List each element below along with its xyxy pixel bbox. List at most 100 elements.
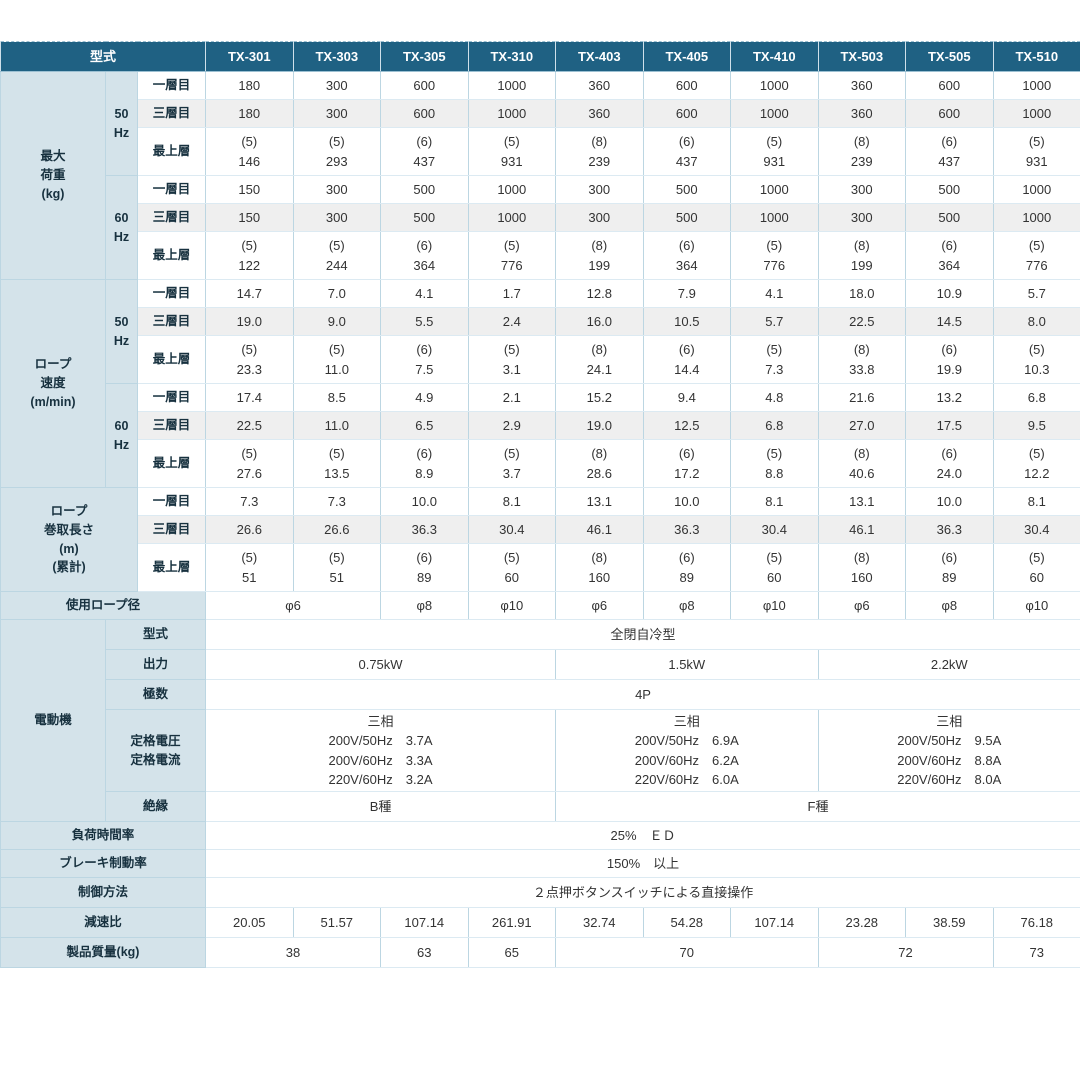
- spec-table-head: 型式 TX-301 TX-303 TX-305 TX-310 TX-403 TX-405 TX…: [0, 41, 1080, 72]
- value-cell: 30.4: [730, 515, 819, 544]
- value-cell: 65: [467, 937, 557, 968]
- value-cell: (8) 160: [817, 543, 907, 592]
- value-cell: 1000: [992, 71, 1080, 100]
- value-cell: 2.1: [467, 383, 557, 412]
- value-cell: (5) 11.0: [292, 335, 382, 384]
- table-row: 出力 0.75kW 1.5kW 2.2kW: [1, 649, 1080, 680]
- value-cell: φ6: [205, 591, 382, 620]
- value-cell: 15.2: [555, 383, 644, 412]
- value-cell: (5) 60: [992, 543, 1080, 592]
- value-cell: 5.7: [730, 307, 819, 336]
- value-cell: 1000: [467, 203, 557, 232]
- table-row: 定格電圧 定格電流 三相 200V/50Hz 3.7A 200V/60Hz 3.3…: [1, 709, 1080, 792]
- table-row: 極数 4P: [1, 679, 1080, 710]
- value-cell: 36.3: [380, 515, 469, 544]
- value-cell: 500: [905, 175, 994, 204]
- value-cell: 14.7: [205, 279, 294, 308]
- table-row: 最上層 (5) 27.6 (5) 13.5 (6) 8.9 (5) 3.7 (8) 28.…: [1, 439, 1080, 488]
- value-cell: 500: [642, 175, 732, 204]
- value-cell: 261.91: [467, 907, 557, 938]
- value-cell: (6) 364: [380, 231, 469, 280]
- model-col-header: TX-410: [730, 41, 819, 72]
- value-cell: 5.5: [380, 307, 469, 336]
- value-cell: (6) 437: [380, 127, 469, 176]
- value-cell: 70: [555, 937, 819, 968]
- row-label-cell: 型式: [104, 619, 207, 650]
- value-cell: (8) 33.8: [817, 335, 907, 384]
- row-label-cell: 絶縁: [104, 791, 207, 822]
- value-cell: 1000: [730, 71, 819, 100]
- hz-label-cell: 50 Hz: [105, 279, 138, 384]
- page: 型式 TX-301 TX-303 TX-305 TX-310 TX-403 TX-405 TX…: [0, 41, 1080, 968]
- value-cell: 三相 200V/50Hz 6.9A 200V/60Hz 6.2A 220V/60…: [555, 709, 819, 792]
- value-cell: 13.1: [555, 487, 644, 516]
- row-label-cell: 製品質量(kg): [0, 937, 207, 968]
- table-row: 最上層 (5) 146 (5) 293 (6) 437 (5) 931 (8) 239 (6…: [1, 127, 1080, 176]
- value-cell: 25% ＥＤ: [205, 821, 1080, 850]
- value-cell: 1000: [730, 175, 819, 204]
- table-row: 最大 荷重 (kg) 50 Hz 一層目 180 300 600 1000 360 600 100…: [0, 71, 1080, 280]
- value-cell: 54.28: [642, 907, 732, 938]
- value-cell: (6) 89: [642, 543, 732, 592]
- value-cell: (6) 14.4: [642, 335, 732, 384]
- table-row: 最上層 (5) 23.3 (5) 11.0 (6) 7.5 (5) 3.1 (8) 24.…: [1, 335, 1080, 384]
- value-cell: φ10: [730, 591, 819, 620]
- model-col-header: TX-310: [467, 41, 557, 72]
- value-cell: φ10: [467, 591, 557, 620]
- value-cell: 500: [380, 175, 469, 204]
- value-cell: (5) 10.3: [992, 335, 1080, 384]
- row-label-cell: ロープ 速度 (m/min): [0, 279, 106, 488]
- value-cell: (6) 7.5: [380, 335, 469, 384]
- table-row: 絶縁 B種 F種: [1, 791, 1080, 822]
- value-cell: (6) 364: [905, 231, 994, 280]
- value-cell: 1000: [467, 71, 557, 100]
- value-cell: (5) 776: [467, 231, 557, 280]
- value-cell: (6) 89: [905, 543, 994, 592]
- model-col-header: TX-505: [905, 41, 994, 72]
- value-cell: 19.0: [555, 411, 644, 440]
- value-cell: (6) 17.2: [642, 439, 732, 488]
- value-cell: (8) 160: [555, 543, 644, 592]
- value-cell: 600: [380, 71, 469, 100]
- table-row: ブレーキ制動率 150% 以上: [0, 849, 1080, 878]
- value-cell: 4.1: [380, 279, 469, 308]
- value-cell: 9.4: [642, 383, 732, 412]
- layer-label-cell: 三層目: [136, 307, 207, 336]
- value-cell: 1000: [730, 99, 819, 128]
- value-cell: 150: [205, 175, 294, 204]
- row-label-cell: 定格電圧 定格電流: [104, 709, 207, 792]
- value-cell: (5) 931: [467, 127, 557, 176]
- value-cell: 300: [817, 203, 907, 232]
- value-cell: 全閉自冷型: [205, 619, 1080, 650]
- value-cell: 360: [817, 99, 907, 128]
- value-cell: 360: [555, 71, 644, 100]
- value-cell: (8) 239: [555, 127, 644, 176]
- value-cell: 22.5: [817, 307, 907, 336]
- value-cell: 19.0: [205, 307, 294, 336]
- layer-label-cell: 最上層: [136, 127, 207, 176]
- value-cell: 0.75kW: [205, 649, 557, 680]
- value-cell: 30.4: [992, 515, 1080, 544]
- value-cell: 21.6: [817, 383, 907, 412]
- value-cell: 51.57: [292, 907, 382, 938]
- value-cell: (6) 437: [642, 127, 732, 176]
- value-cell: 38.59: [905, 907, 994, 938]
- value-cell: 300: [292, 175, 382, 204]
- value-cell: φ8: [905, 591, 994, 620]
- value-cell: (5) 776: [730, 231, 819, 280]
- layer-label-cell: 一層目: [136, 279, 207, 308]
- model-col-header: TX-403: [555, 41, 644, 72]
- model-col-header: TX-301: [205, 41, 294, 72]
- value-cell: ２点押ボタンスイッチによる直接操作: [205, 877, 1080, 908]
- value-cell: 27.0: [817, 411, 907, 440]
- value-cell: 2.9: [467, 411, 557, 440]
- layer-label-cell: 三層目: [136, 203, 207, 232]
- value-cell: (5) 51: [205, 543, 294, 592]
- value-cell: (5) 3.7: [467, 439, 557, 488]
- value-cell: 1000: [467, 175, 557, 204]
- table-row: 最上層 (5) 122 (5) 244 (6) 364 (5) 776 (8) 199 (6…: [1, 231, 1080, 280]
- value-cell: F種: [555, 791, 1080, 822]
- table-row: 60 Hz 一層目 17.4 8.5 4.9 2.1 15.2 9.4 4.8 21.6 13.2 6…: [1, 383, 1080, 488]
- value-cell: 8.1: [467, 487, 557, 516]
- table-row: ロープ 巻取長さ (m) (累計) 一層目 7.3 7.3 10.0 8.1 13.1 10.…: [0, 487, 1080, 592]
